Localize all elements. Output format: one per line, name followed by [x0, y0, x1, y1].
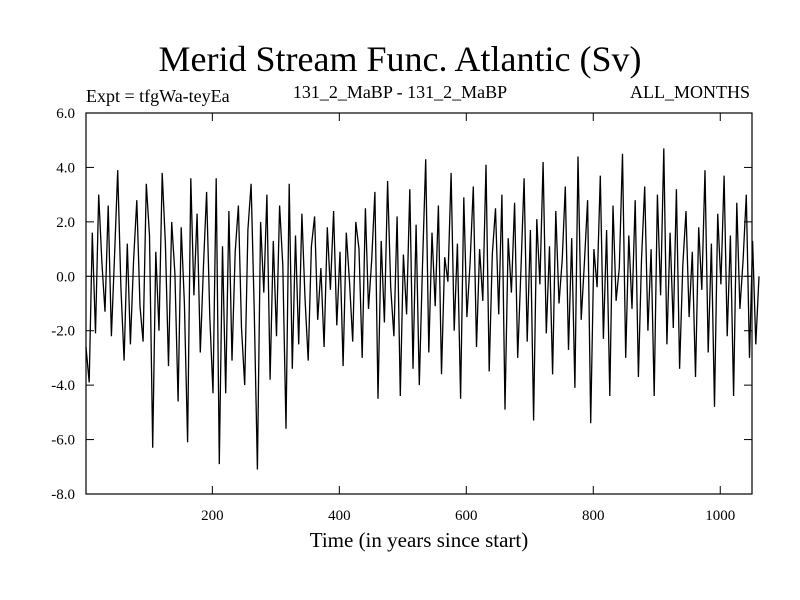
x-tick-label: 600	[455, 508, 478, 524]
y-tick-label: 2.0	[56, 215, 75, 231]
x-tick-label: 1000	[705, 508, 735, 524]
y-axis: -8.0 -6.0 -4.0 -2.0 0.0 2.0 4.0 6.0	[51, 106, 752, 503]
y-tick-label: -8.0	[51, 487, 75, 503]
y-tick-label: -2.0	[51, 324, 75, 340]
y-tick-label: -6.0	[51, 433, 75, 449]
x-tick-label: 800	[582, 508, 605, 524]
plot-frame	[85, 112, 753, 495]
experiment-label: Expt = tfgWa-teyEa	[86, 86, 230, 106]
x-axis-label: Time (in years since start)	[310, 528, 529, 552]
series-line	[85, 148, 760, 470]
x-tick-label: 400	[328, 508, 351, 524]
runs-label: 131_2_MaBP - 131_2_MaBP	[292, 82, 508, 102]
x-tick-label: 200	[201, 508, 224, 524]
y-tick-label: 6.0	[56, 106, 75, 122]
period-label: ALL_MONTHS	[630, 82, 750, 102]
chart-title: Merid Stream Func. Atlantic (Sv)	[158, 39, 642, 79]
x-axis: 200 400 600 800 1000	[201, 113, 735, 524]
y-tick-label: -4.0	[51, 378, 75, 394]
y-tick-label: 0.0	[56, 269, 75, 285]
y-tick-label: 4.0	[56, 160, 75, 176]
